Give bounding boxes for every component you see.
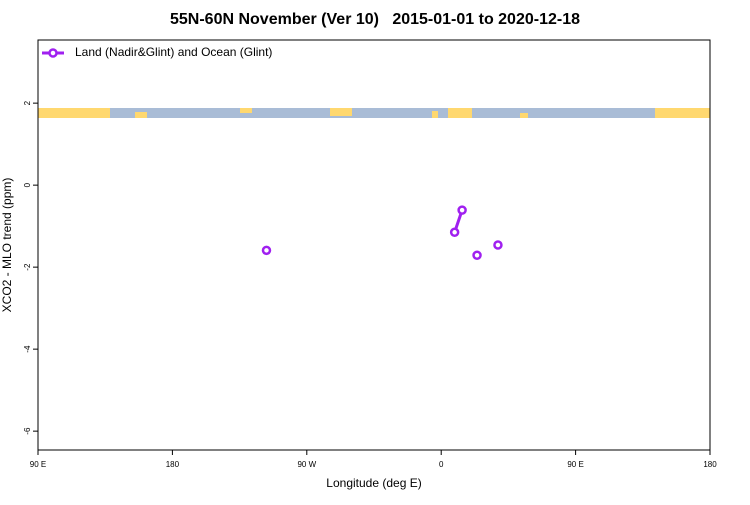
- map-strip: [38, 108, 710, 118]
- y-tick-label: -4: [23, 345, 32, 353]
- x-tick-label: 180: [166, 460, 180, 469]
- x-tick-label: 180: [703, 460, 717, 469]
- legend-marker: [48, 48, 58, 58]
- y-tick-label: 2: [23, 100, 32, 105]
- x-tick-label: 90 W: [297, 460, 316, 469]
- data-point: [261, 245, 272, 256]
- x-tick-label: 90 E: [30, 460, 46, 469]
- y-tick-label: -6: [23, 427, 32, 435]
- legend-label: Land (Nadir&Glint) and Ocean (Glint): [75, 45, 272, 59]
- plot-frame: [37, 39, 711, 451]
- chart-title: 55N-60N November (Ver 10) 2015-01-01 to …: [170, 11, 580, 28]
- x-tick-label: 90 E: [567, 460, 583, 469]
- y-tick-label: 0: [23, 182, 32, 187]
- data-point: [457, 205, 467, 215]
- y-axis-label: XCO2 - MLO trend (ppm): [0, 178, 14, 313]
- x-tick-label: 0: [439, 460, 444, 469]
- data-point: [449, 227, 460, 238]
- x-axis-label: Longitude (deg E): [326, 476, 421, 490]
- data-point: [493, 240, 503, 250]
- data-point: [472, 250, 482, 260]
- y-tick-label: -2: [23, 263, 32, 271]
